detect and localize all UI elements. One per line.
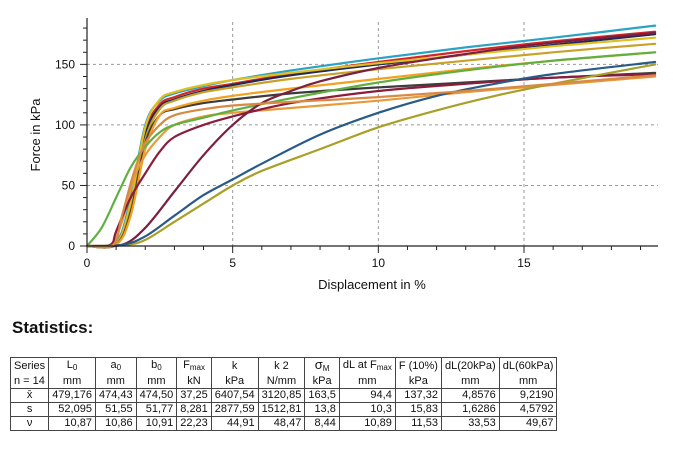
table-cell: 474,50 (135, 388, 178, 403)
y-tick-label: 50 (62, 178, 76, 192)
table-cell: 37,25 (176, 388, 212, 403)
y-tick-label: 150 (55, 57, 75, 71)
header-row: Series L0 a0 b0 Fmax k k 2 σM dL at Fmax… (9, 357, 558, 375)
series-group (85, 24, 657, 249)
col-head-fmax: Fmax (176, 357, 212, 375)
table-cell: 8,44 (304, 416, 340, 431)
unit-cell: mm (440, 375, 500, 389)
table-cell: 15,83 (394, 402, 442, 417)
col-head-dl-fmax: dL at Fmax (338, 357, 396, 375)
unit-cell: N/mm (257, 375, 306, 389)
table-cell: 6407,54 (210, 388, 259, 403)
table-cell: 48,47 (257, 416, 306, 431)
col-head-sigma: σM (304, 357, 340, 375)
table-cell: 10,3 (338, 402, 396, 417)
table-cell: 10,86 (94, 416, 137, 431)
col-head-series: Series (9, 357, 50, 375)
y-tick-label: 100 (55, 118, 75, 132)
table-cell: 1512,81 (257, 402, 306, 417)
unit-cell: kPa (394, 375, 442, 389)
table-cell: 4,8576 (440, 388, 500, 403)
col-head-dl20: dL(20kPa) (440, 357, 500, 375)
y-axis-label: Force in kPa (28, 98, 43, 172)
table-cell: 51,55 (94, 402, 137, 417)
unit-cell: kN (176, 375, 212, 389)
unit-cell: mm (94, 375, 137, 389)
table-cell: 44,91 (210, 416, 259, 431)
row-label-cv: ν (9, 416, 50, 431)
mean-row: x̄ 479,176 474,43 474,50 37,25 6407,54 3… (9, 388, 558, 403)
col-head-k: k (210, 357, 259, 375)
unit-cell: mm (498, 375, 558, 389)
series-line-11 (85, 31, 657, 248)
row-label-stddev: s (9, 402, 50, 417)
x-tick-label: 15 (517, 256, 531, 270)
unit-n: n = 14 (9, 375, 50, 389)
table-cell: 137,32 (394, 388, 442, 403)
table-cell: 8,281 (176, 402, 212, 417)
table-cell: 49,67 (498, 416, 558, 431)
col-head-b0: b0 (135, 357, 178, 375)
table-cell: 11,53 (394, 416, 442, 431)
table-cell: 479,176 (48, 388, 96, 403)
table-cell: 51,77 (135, 402, 178, 417)
x-tick-label: 10 (372, 256, 386, 270)
col-head-l0: L0 (48, 357, 96, 375)
grid-lines (87, 22, 658, 246)
axes: 0 50 100 150 0 5 10 15 (55, 18, 658, 270)
y-tick-label: 0 (68, 239, 75, 253)
series-line-12 (85, 63, 657, 248)
stddev-row: s 52,095 51,55 51,77 8,281 2877,59 1512,… (9, 402, 558, 417)
series-line-14 (85, 74, 657, 249)
table-cell: 10,89 (338, 416, 396, 431)
table-cell: 13,8 (304, 402, 340, 417)
x-axis-label: Displacement in % (318, 277, 426, 292)
x-tick-label: 5 (229, 256, 236, 270)
table-cell: 474,43 (94, 388, 137, 403)
unit-cell: kPa (210, 375, 259, 389)
table-cell: 22,23 (176, 416, 212, 431)
table-cell: 1,6286 (440, 402, 500, 417)
series-line-13 (85, 60, 657, 248)
table-cell: 3120,85 (257, 388, 306, 403)
table-cell: 10,87 (48, 416, 96, 431)
unit-cell: kPa (304, 375, 340, 389)
units-row: n = 14 mm mm mm kN kPa N/mm kPa mm kPa m… (9, 375, 558, 389)
col-head-a0: a0 (94, 357, 137, 375)
statistics-title: Statistics: (12, 318, 94, 337)
table-cell: 4,5792 (498, 402, 558, 417)
series-line-3 (85, 33, 657, 249)
force-displacement-chart: 0 50 100 150 0 5 10 15 Force in kPa Displacemen… (28, 18, 658, 292)
statistics-table: Series L0 a0 b0 Fmax k k 2 σM dL at Fmax… (9, 357, 558, 431)
unit-cell: mm (135, 375, 178, 389)
table-cell: 52,095 (48, 402, 96, 417)
series-line-9 (85, 51, 657, 248)
table-cell: 2877,59 (210, 402, 259, 417)
table-cell: 94,4 (338, 388, 396, 403)
table-cell: 33,53 (440, 416, 500, 431)
row-label-mean: x̄ (9, 388, 50, 403)
table-cell: 163,5 (304, 388, 340, 403)
table-cell: 9,2190 (498, 388, 558, 403)
x-tick-label: 0 (84, 256, 91, 270)
cv-row: ν 10,87 10,86 10,91 22,23 44,91 48,47 8,… (9, 416, 558, 431)
col-head-f10: F (10%) (394, 357, 442, 375)
table-cell: 10,91 (135, 416, 178, 431)
col-head-k2: k 2 (257, 357, 306, 375)
unit-cell: mm (48, 375, 96, 389)
unit-cell: mm (338, 375, 396, 389)
col-head-dl60: dL(60kPa) (498, 357, 558, 375)
